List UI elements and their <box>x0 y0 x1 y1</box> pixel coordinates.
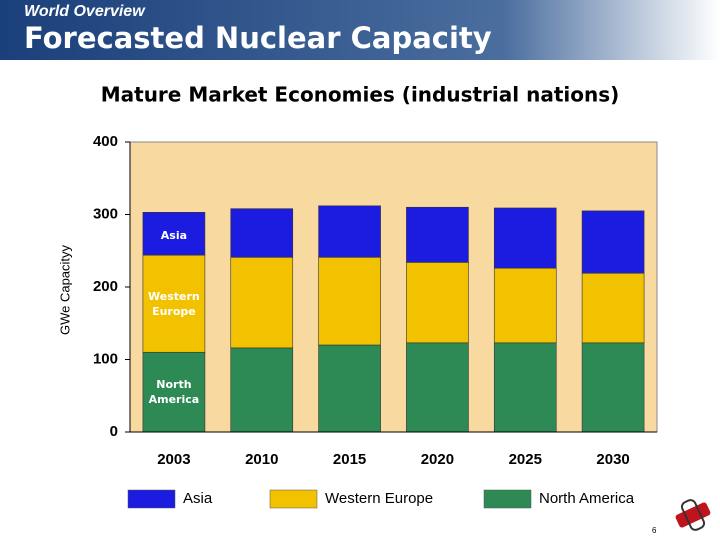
header-banner <box>0 0 720 60</box>
bar-segment <box>142 212 206 256</box>
bar-segment <box>318 256 381 346</box>
bar-segment <box>406 262 469 344</box>
legend-swatch <box>269 489 318 509</box>
x-tick-label: 2010 <box>245 451 278 468</box>
bar-segment <box>581 210 645 274</box>
plot-area <box>129 141 658 433</box>
bar-segment <box>230 347 294 433</box>
section-title: World Overview <box>24 3 146 20</box>
bar-segment <box>406 206 469 263</box>
bar-segment <box>230 256 294 349</box>
bar-segment <box>493 342 557 433</box>
y-tick-label: 400 <box>93 133 118 150</box>
legend-label: North America <box>539 490 635 507</box>
bar-segment <box>318 205 381 258</box>
legend-label: Western Europe <box>325 490 433 507</box>
page-number: 6 <box>652 526 657 535</box>
x-tick-label: 2025 <box>509 451 542 468</box>
y-tick-label: 100 <box>93 350 118 367</box>
y-axis-label: GWe Capacityy <box>57 244 72 335</box>
bar-segment <box>406 342 469 433</box>
bar-segment <box>230 208 294 258</box>
segment-annotation: North America <box>148 378 200 407</box>
y-tick-label: 300 <box>93 205 118 222</box>
legend-swatch <box>483 489 532 509</box>
legend-label: Asia <box>183 490 213 507</box>
x-tick-label: 2030 <box>596 451 629 468</box>
bar-segment <box>581 342 645 433</box>
bar-segment <box>318 344 381 433</box>
segment-annotation: Asia <box>160 229 188 243</box>
y-tick-label: 200 <box>93 278 118 295</box>
chart-title: Mature Market Economies (industrial nati… <box>101 83 620 107</box>
bar-segment <box>493 207 557 269</box>
bar-segment <box>493 267 557 344</box>
bar-segment <box>581 272 645 344</box>
x-tick-label: 2020 <box>421 451 454 468</box>
segment-annotation: Western Europe <box>148 289 200 318</box>
legend-swatch <box>127 489 176 509</box>
x-tick-label: 2015 <box>333 451 366 468</box>
logo <box>675 499 711 531</box>
y-tick-label: 0 <box>110 423 118 440</box>
x-tick-label: 2003 <box>157 451 190 468</box>
slide-title: Forecasted Nuclear Capacity <box>24 21 492 55</box>
